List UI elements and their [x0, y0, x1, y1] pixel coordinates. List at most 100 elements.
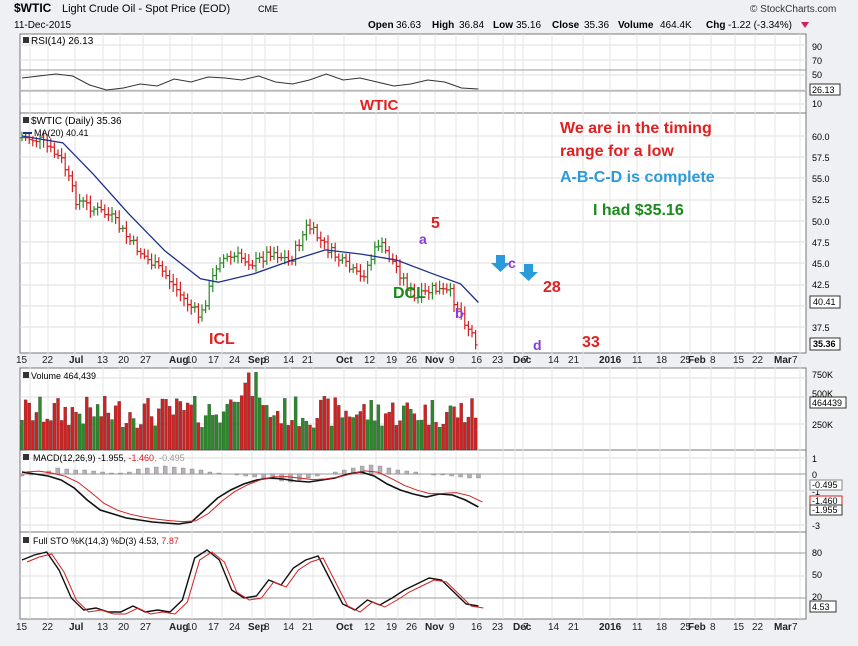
macd-hist-bar — [359, 465, 365, 475]
macd-tick: -3 — [812, 521, 820, 531]
volume-bar — [189, 404, 193, 451]
volume-bar — [297, 426, 301, 451]
volume-bar — [423, 404, 427, 451]
volume-bar — [412, 413, 417, 451]
x-axis-label: 10 — [186, 622, 198, 633]
volume-tick-250k: 250K — [812, 420, 833, 430]
x-axis-label: 27 — [140, 622, 152, 633]
volume-legend: Volume 464,439 — [31, 371, 96, 381]
x-axis-label: 14 — [548, 355, 560, 366]
volume-tick-750k: 750K — [812, 370, 833, 380]
x-axis-label: 20 — [118, 355, 130, 366]
x-axis-label: 16 — [471, 622, 483, 633]
volume-bar — [113, 405, 118, 451]
brand-text: © StockCharts.com — [750, 4, 836, 15]
volume-bar — [459, 403, 463, 451]
volume-bar — [239, 395, 244, 451]
volume-bar — [329, 425, 334, 451]
volume-bar — [74, 411, 78, 451]
price-legend-ma: MA(20) 40.41 — [34, 128, 89, 138]
volume-bar — [430, 400, 435, 451]
x-axis-label: 2016 — [599, 355, 622, 366]
x-axis-label: 13 — [97, 355, 109, 366]
rsi-annotation-wtic: WTIC — [360, 97, 398, 114]
volume-bar — [225, 404, 229, 451]
macd-hist-bar — [91, 470, 96, 475]
sto-legend-swatch — [23, 537, 29, 543]
volume-bar — [81, 423, 85, 451]
volume-bar — [38, 396, 42, 451]
macd-hist-bar — [279, 473, 284, 482]
macd-hist-bar — [216, 472, 222, 475]
x-axis-label: 8 — [710, 355, 716, 366]
x-axis-label: Nov — [425, 355, 444, 366]
volume-bar — [178, 401, 183, 451]
volume-bar — [99, 416, 103, 451]
macd-hist-bar — [163, 465, 168, 475]
volume-bar — [211, 415, 215, 451]
volume-bar — [243, 382, 247, 451]
chg-label: Chg — [706, 20, 725, 31]
volume-bar — [308, 424, 312, 451]
x-axis-label: 22 — [42, 622, 54, 633]
x-axis-label: Nov — [425, 622, 444, 633]
x-axis-label: 15 — [16, 622, 28, 633]
volume-bar — [391, 402, 395, 451]
volume-bar — [290, 420, 294, 451]
close-label: Close — [552, 20, 580, 31]
rsi-tick-90: 90 — [812, 42, 822, 52]
macd-hist-bar — [306, 473, 311, 479]
volume-bar — [106, 412, 111, 451]
volume-bar — [265, 405, 269, 451]
x-axis-label: 9 — [449, 622, 455, 633]
price-tick: 60.0 — [812, 132, 830, 142]
x-axis-label: Oct — [336, 355, 353, 366]
volume-bar — [272, 415, 276, 451]
ma-tag-value: 40.41 — [813, 297, 836, 307]
x-axis-label: 2016 — [599, 622, 622, 633]
volume-bar — [380, 425, 384, 451]
macd-legend-a: MACD(12,26,9) -1.955, — [33, 453, 129, 463]
volume-bar — [77, 413, 82, 451]
volume-bar — [59, 420, 64, 451]
macd-legend-b: -1.460 — [129, 453, 155, 463]
last-price-tag — [809, 337, 841, 351]
macd-hist-bar — [404, 470, 410, 475]
x-axis-label: Dec — [513, 622, 532, 633]
note-d: d — [533, 337, 542, 353]
arrow-down-icon — [491, 255, 510, 272]
volume-bar — [351, 417, 355, 451]
x-axis-label: 8 — [710, 622, 716, 633]
price-tick: 47.5 — [812, 238, 830, 248]
x-axis-label: 26 — [406, 355, 418, 366]
volume-bar — [110, 419, 114, 451]
price-tick: 52.5 — [812, 195, 830, 205]
x-axis-label: Jul — [69, 622, 84, 633]
volume-bar — [322, 396, 327, 451]
volume-bar — [88, 407, 93, 451]
arrow-down-icon — [519, 264, 538, 281]
x-axis-label: 9 — [449, 355, 455, 366]
volume-bar — [92, 416, 96, 451]
volume-bar — [229, 399, 233, 451]
macd-tick: -1 — [812, 487, 820, 497]
volume-bar — [85, 396, 89, 451]
x-axis-label: 21 — [302, 622, 314, 633]
note-a: a — [419, 231, 427, 247]
x-axis-label: 7 — [523, 355, 529, 366]
volume-bar — [340, 417, 345, 451]
macd-hist-bar — [145, 467, 150, 475]
volume-bar — [401, 405, 406, 451]
volume-bar — [52, 403, 57, 451]
open-value: 36.63 — [396, 20, 421, 31]
sto-tick-80: 80 — [812, 548, 822, 558]
macd-legend-c: , -0.495 — [154, 453, 185, 463]
macd-hist-bar — [252, 473, 257, 478]
macd-hist-bar — [19, 473, 25, 477]
note-28: 28 — [543, 279, 561, 296]
close-value: 35.36 — [584, 20, 609, 31]
x-axis-label: 17 — [208, 622, 220, 633]
macd-hist-bar — [55, 467, 60, 475]
volume-bar — [473, 417, 478, 451]
x-axis-label: Sep — [248, 355, 266, 366]
